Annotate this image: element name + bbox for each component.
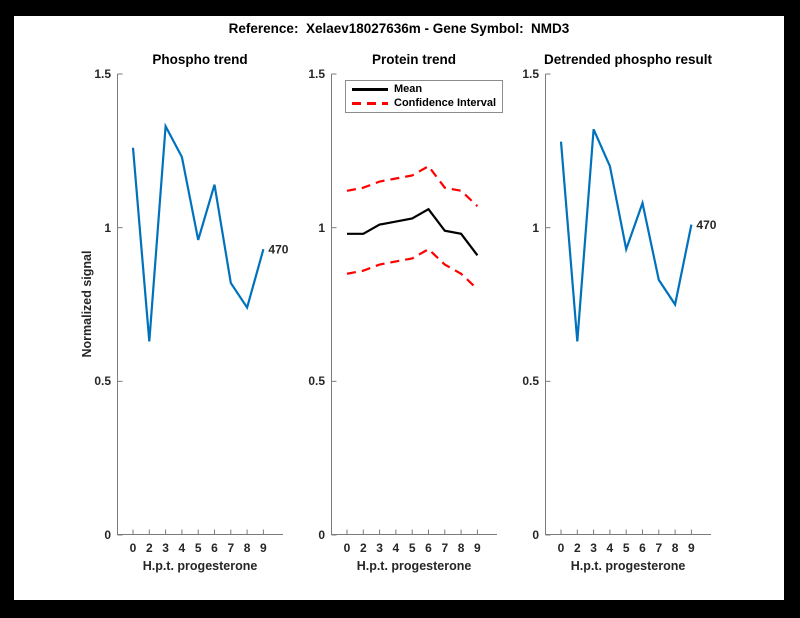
- series-detrended-phospho-signal: [559, 128, 693, 342]
- subplot-protein-trend: Protein trend Mean Confidence Interval H…: [308, 52, 504, 573]
- series-end-label: 470: [696, 218, 716, 232]
- y-tick-label: 1.5: [94, 67, 111, 81]
- series-mean: [347, 207, 479, 256]
- legend-item-confidence-interval: Confidence Interval: [352, 98, 496, 109]
- x-tick-label: 0: [343, 541, 351, 555]
- detrended-phospho-plot: 470: [545, 73, 717, 536]
- x-tick-label: 4: [606, 541, 614, 555]
- x-tick-label: 4: [178, 541, 186, 555]
- protein-trend-plot: [331, 73, 497, 536]
- subplot-title: Phospho trend: [152, 52, 248, 67]
- x-axis-label: H.p.t. progesterone: [356, 559, 472, 573]
- y-tick-label: 1: [104, 220, 111, 235]
- x-tick-label: 4: [392, 541, 400, 555]
- legend-label: Mean: [394, 83, 423, 95]
- x-tick-label: 6: [425, 541, 432, 555]
- y-tick-label: 0: [318, 528, 325, 542]
- y-axis-label: Normalized signal: [80, 250, 94, 358]
- legend-item-mean: Mean: [352, 84, 496, 95]
- y-tick-label: 1: [532, 220, 539, 235]
- x-tick-label: 7: [227, 541, 235, 555]
- x-tick-label: 8: [457, 541, 465, 555]
- x-tick-label: 2: [145, 541, 153, 555]
- subplot-title: Detrended phospho result: [543, 52, 712, 67]
- x-axis-label: H.p.t. progesterone: [142, 559, 258, 573]
- series-end-label: 470: [268, 243, 288, 257]
- confidence-interval-line-swatch: [352, 102, 388, 105]
- mean-line-swatch: [352, 88, 388, 91]
- y-tick-label: 0: [104, 528, 111, 542]
- phospho-trend-plot: 470: [117, 73, 289, 536]
- x-tick-label: 2: [573, 541, 581, 555]
- x-axis-label: H.p.t. progesterone: [570, 559, 686, 573]
- x-tick-label: 6: [211, 541, 218, 555]
- x-tick-label: 5: [408, 541, 416, 555]
- legend: Mean Confidence Interval: [345, 80, 504, 113]
- y-tick-label: 1.5: [522, 67, 539, 81]
- y-tick-label: 1.5: [308, 67, 325, 81]
- series-confidence-interval-upper: [346, 164, 479, 207]
- y-tick-label: 1: [318, 220, 325, 235]
- legend-label: Confidence Interval: [394, 97, 497, 109]
- x-tick-label: 9: [688, 541, 695, 555]
- subplot-title: Protein trend: [371, 52, 456, 67]
- x-tick-label: 8: [671, 541, 679, 555]
- subplot-detrended-phospho: Detrended phospho result 470 H.p.t. prog…: [522, 52, 717, 573]
- x-tick-label: 2: [359, 541, 367, 555]
- x-tick-label: 8: [243, 541, 251, 555]
- x-tick-label: 5: [622, 541, 630, 555]
- y-tick-label: 0: [532, 528, 539, 542]
- x-tick-label: 9: [474, 541, 481, 555]
- x-tick-label: 7: [441, 541, 449, 555]
- figure-canvas: Reference: Xelaev18027636m - Gene Symbol…: [14, 16, 784, 600]
- x-tick-label: 7: [655, 541, 663, 555]
- figure-title: Reference: Xelaev18027636m - Gene Symbol…: [228, 21, 570, 36]
- y-tick-label: 0.5: [308, 374, 325, 389]
- x-tick-label: 9: [260, 541, 267, 555]
- y-tick-label: 0.5: [94, 374, 111, 389]
- y-tick-label: 0.5: [522, 374, 539, 389]
- subplot-phospho-trend: Phospho trend Normalized signal 470 H.p.…: [80, 52, 289, 573]
- x-tick-label: 5: [194, 541, 202, 555]
- x-tick-label: 0: [129, 541, 137, 555]
- x-tick-label: 3: [162, 541, 169, 555]
- x-tick-label: 0: [557, 541, 565, 555]
- x-tick-label: 3: [376, 541, 383, 555]
- x-tick-label: 6: [639, 541, 646, 555]
- series-phospho-signal: [131, 122, 265, 342]
- x-tick-label: 3: [590, 541, 597, 555]
- series-confidence-interval-lower: [346, 247, 479, 290]
